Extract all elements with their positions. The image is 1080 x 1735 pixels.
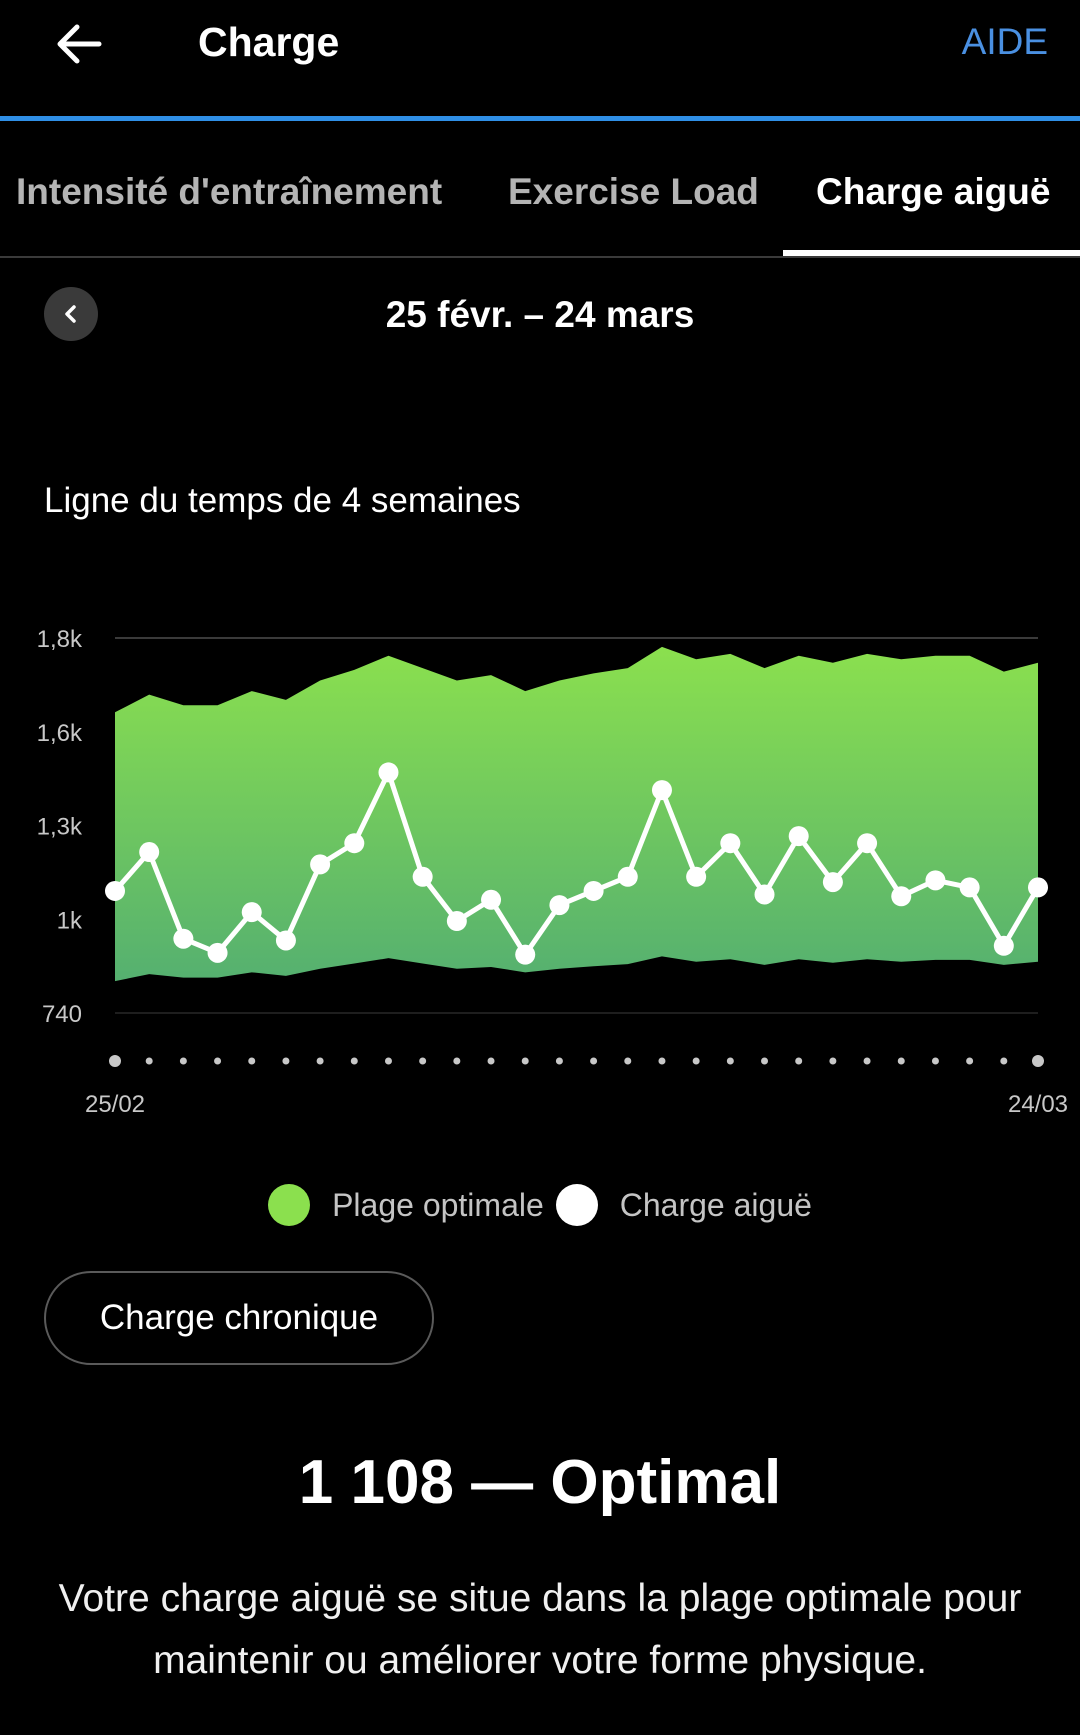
x-axis-day-dot (350, 1057, 358, 1065)
help-link[interactable]: AIDE (961, 21, 1048, 62)
legend-item-optimal-range: Plage optimale (268, 1184, 544, 1226)
acute-load-point[interactable] (549, 895, 570, 916)
top-app-bar: Charge AIDE (0, 0, 1080, 118)
acute-load-status: 1 108 — Optimal (298, 1448, 782, 1517)
status-description: Votre charge aiguë se situe dans la plag… (58, 1577, 1022, 1682)
chart-legend: Plage optimale Charge aiguë (0, 1180, 1080, 1230)
legend-swatch-acute-load (555, 1184, 598, 1226)
tab-exercise-load[interactable]: Exercise Load (508, 171, 759, 212)
x-axis-day-dot (487, 1057, 495, 1065)
x-axis-day-dot (1032, 1055, 1044, 1067)
acute-load-point[interactable] (105, 880, 125, 901)
x-axis-day-dot (863, 1057, 871, 1065)
header-divider (0, 116, 1080, 121)
acute-load-point[interactable] (173, 928, 194, 949)
x-axis-day-dot (658, 1057, 666, 1065)
date-navigator: 25 févr. – 24 mars (0, 282, 1080, 346)
legend-label-optimal-range: Plage optimale (332, 1186, 544, 1223)
x-axis-day-dot (316, 1057, 324, 1065)
acute-load-point[interactable] (275, 930, 296, 951)
legend-label-acute-load: Charge aiguë (619, 1186, 812, 1223)
x-axis-day-dot (590, 1057, 598, 1065)
x-axis-day-dot (384, 1057, 392, 1065)
x-axis-day-dot (897, 1057, 905, 1065)
y-tick-label: 740 (42, 1001, 82, 1028)
acute-load-point[interactable] (446, 911, 467, 932)
acute-load-point[interactable] (651, 780, 672, 801)
tab-bar: Intensité d'entraînement Exercise Load C… (0, 150, 1080, 258)
acute-load-point[interactable] (959, 877, 980, 898)
acute-load-point[interactable] (754, 884, 775, 905)
acute-load-point[interactable] (891, 886, 912, 907)
acute-load-point[interactable] (788, 826, 809, 847)
acute-load-point[interactable] (925, 870, 946, 891)
acute-load-point[interactable] (857, 833, 878, 854)
acute-load-point[interactable] (310, 854, 331, 875)
page-title: Charge (198, 19, 340, 65)
x-axis-day-dot (555, 1057, 563, 1065)
x-axis-day-dot (829, 1057, 837, 1065)
acute-load-point[interactable] (412, 866, 433, 887)
y-tick-label: 1,6k (37, 720, 83, 747)
optimal-range-area (115, 646, 1038, 982)
x-axis-day-dot (692, 1057, 700, 1065)
x-axis-day-dot (109, 1055, 121, 1067)
acute-load-point[interactable] (378, 762, 399, 783)
acute-load-point[interactable] (1028, 877, 1048, 898)
x-axis-day-dot (419, 1057, 427, 1065)
x-axis-day-dot (145, 1057, 153, 1065)
chart-title: Ligne du temps de 4 semaines (44, 481, 521, 520)
acute-load-line (113, 769, 1041, 958)
tab-training-intensity[interactable]: Intensité d'entraînement (16, 171, 443, 212)
y-tick-label: 1,8k (37, 626, 83, 653)
acute-load-point[interactable] (617, 866, 638, 887)
x-axis-day-dot (521, 1057, 529, 1065)
acute-load-point[interactable] (720, 833, 741, 854)
acute-load-chart: 1,8k 1,6k 1,3k 1k 740 25/02 24/03 (37, 626, 1068, 1118)
x-axis-start-label: 25/02 (85, 1091, 145, 1118)
chevron-left-icon (65, 305, 76, 323)
x-axis-end-label: 24/03 (1008, 1091, 1068, 1118)
x-axis-day-dot (214, 1057, 222, 1065)
acute-load-point[interactable] (515, 944, 536, 965)
back-button[interactable] (44, 12, 114, 76)
y-tick-label: 1k (57, 907, 83, 934)
acute-load-point[interactable] (344, 833, 365, 854)
acute-load-point[interactable] (139, 842, 160, 863)
acute-load-point[interactable] (686, 866, 707, 887)
acute-load-point[interactable] (993, 935, 1014, 956)
x-axis-day-dot (282, 1057, 290, 1065)
x-axis-day-dot (761, 1057, 769, 1065)
tab-acute-load[interactable]: Charge aiguë (816, 171, 1051, 212)
x-axis-day-dot (453, 1057, 461, 1065)
previous-period-button[interactable] (44, 287, 98, 341)
x-axis-day-dot (248, 1057, 256, 1065)
x-axis-day-dot (726, 1057, 734, 1065)
acute-load-point[interactable] (822, 872, 843, 893)
x-axis-day-dot (795, 1057, 803, 1065)
acute-load-point[interactable] (207, 942, 228, 963)
y-tick-label: 1,3k (37, 814, 83, 841)
acute-load-point[interactable] (241, 902, 262, 923)
date-range-label: 25 févr. – 24 mars (385, 294, 695, 335)
legend-swatch-optimal-range (268, 1184, 311, 1226)
x-axis-day-dot (1000, 1057, 1008, 1065)
chronic-load-button[interactable]: Charge chronique (44, 1271, 434, 1365)
arrow-left-icon (57, 24, 102, 64)
x-axis-day-dot (179, 1057, 187, 1065)
active-tab-indicator (783, 250, 1080, 256)
x-axis-day-dot (624, 1057, 632, 1065)
acute-load-point[interactable] (583, 880, 604, 901)
x-axis-day-dot (931, 1057, 939, 1065)
x-axis-day-dot (966, 1057, 974, 1065)
legend-item-acute-load: Charge aiguë (555, 1184, 812, 1226)
acute-load-point[interactable] (481, 889, 502, 910)
